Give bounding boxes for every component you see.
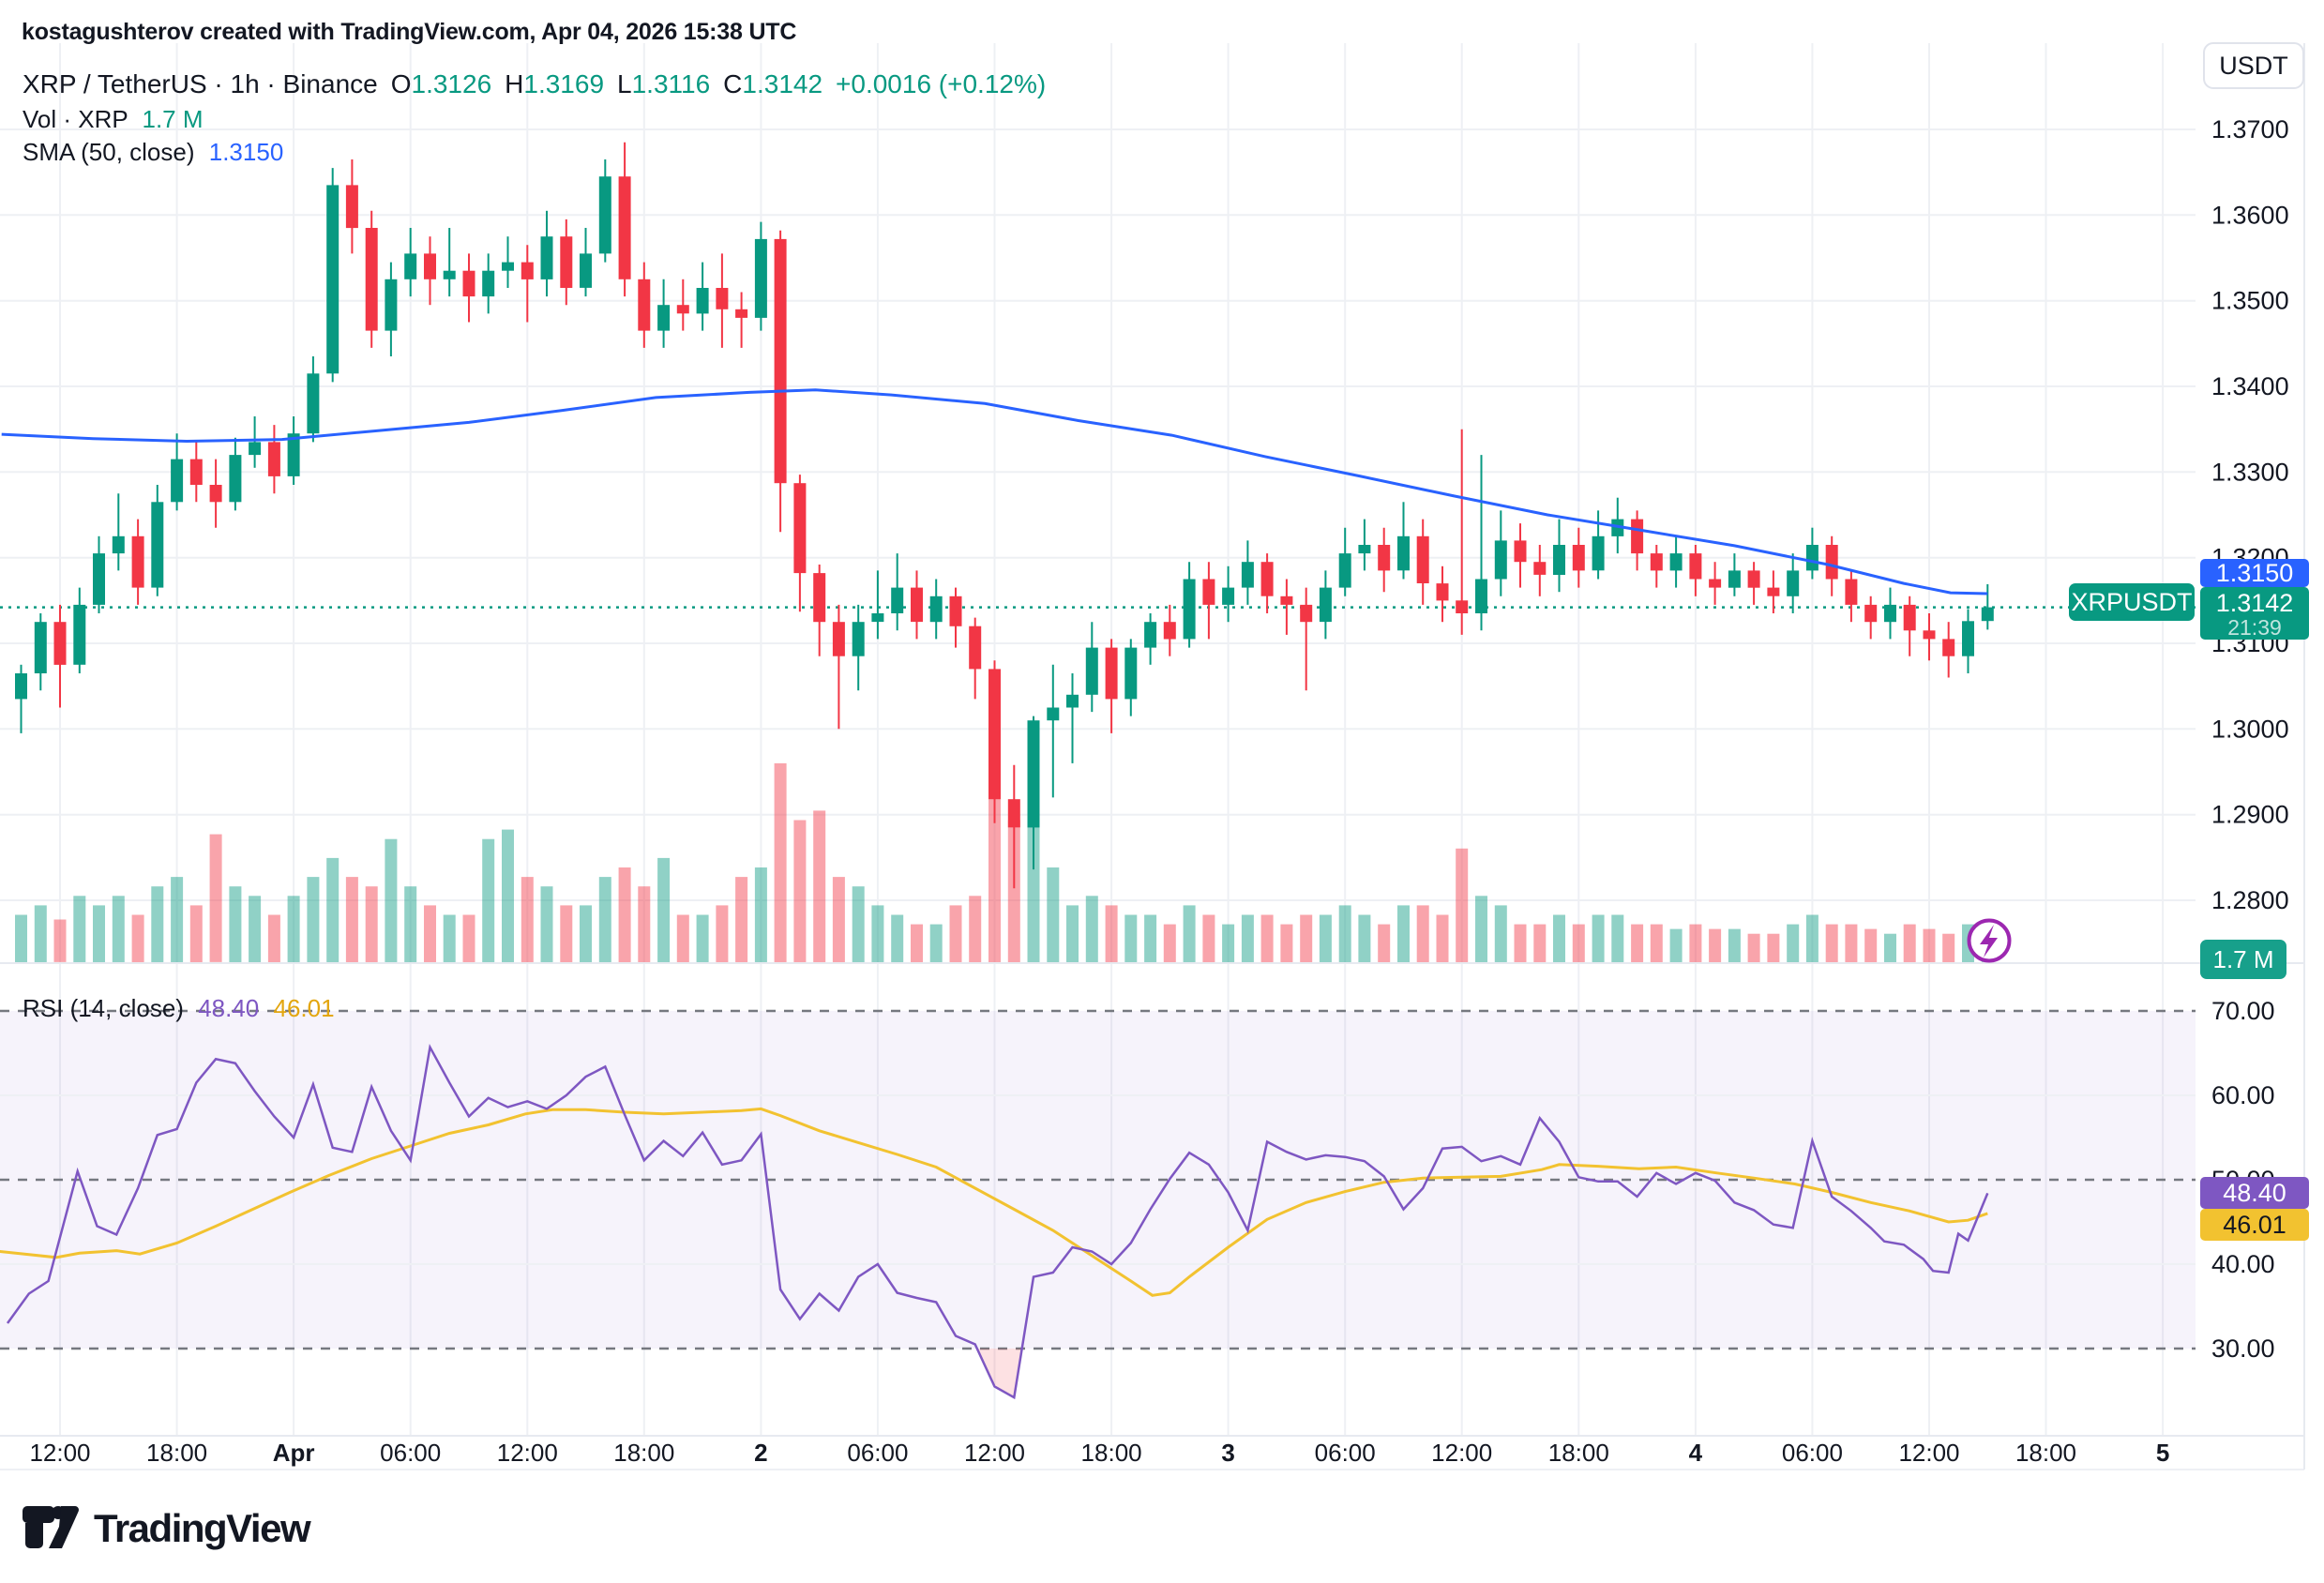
- svg-text:1.3600: 1.3600: [2211, 201, 2289, 229]
- svg-text:1.2800: 1.2800: [2211, 886, 2289, 914]
- svg-text:12:00: 12:00: [1431, 1439, 1492, 1467]
- svg-text:1.3500: 1.3500: [2211, 287, 2289, 315]
- svg-text:18:00: 18:00: [2015, 1439, 2076, 1467]
- close-label: C: [723, 69, 743, 98]
- svg-text:30.00: 30.00: [2211, 1334, 2275, 1363]
- svg-text:18:00: 18:00: [613, 1439, 674, 1467]
- volume-bars: [15, 762, 1994, 962]
- svg-text:1.3400: 1.3400: [2211, 372, 2289, 400]
- symbol-title: XRP / TetherUS · 1h · Binance: [23, 69, 378, 98]
- svg-text:06:00: 06:00: [380, 1439, 441, 1467]
- rsi-ma-badge: 46.01: [2200, 1209, 2309, 1241]
- attribution-text: kostagushterov created with TradingView.…: [22, 19, 797, 45]
- svg-text:06:00: 06:00: [847, 1439, 908, 1467]
- svg-text:XRPUSDT: XRPUSDT: [2071, 588, 2192, 616]
- svg-text:USDT: USDT: [2219, 52, 2288, 80]
- open-label: O: [390, 69, 412, 98]
- svg-text:18:00: 18:00: [1548, 1439, 1609, 1467]
- rsi-ma-value: 46.01: [273, 994, 335, 1022]
- close-value: 1.3142: [742, 69, 823, 98]
- svg-text:1.3300: 1.3300: [2211, 458, 2289, 486]
- sma-legend: SMA (50, close) 1.3150: [23, 138, 283, 167]
- svg-text:1.2900: 1.2900: [2211, 801, 2289, 829]
- volume-badge: 1.7 M: [2200, 940, 2286, 979]
- low-label: L: [617, 69, 632, 98]
- svg-text:18:00: 18:00: [1081, 1439, 1142, 1467]
- svg-text:48.40: 48.40: [2223, 1179, 2286, 1207]
- rsi-band: [0, 1009, 2196, 1350]
- candles-layer: [15, 142, 1994, 889]
- rsi-oversold-fill: [976, 1349, 1022, 1398]
- svg-text:60.00: 60.00: [2211, 1081, 2275, 1109]
- svg-text:12:00: 12:00: [497, 1439, 558, 1467]
- svg-text:5: 5: [2156, 1439, 2169, 1467]
- svg-text:06:00: 06:00: [1782, 1439, 1843, 1467]
- svg-text:12:00: 12:00: [1898, 1439, 1959, 1467]
- volume-value: 1.7 M: [142, 105, 204, 133]
- rsi-badge: 48.40: [2200, 1177, 2309, 1209]
- lightning-boost-button[interactable]: [1967, 918, 2012, 963]
- svg-text:2: 2: [754, 1439, 767, 1467]
- svg-text:46.01: 46.01: [2223, 1211, 2286, 1239]
- rsi-line: [6, 1043, 1989, 1400]
- rsi-value: 48.40: [198, 994, 260, 1022]
- symbol-price-label: XRPUSDT: [2069, 583, 2195, 621]
- svg-text:1.3700: 1.3700: [2211, 115, 2289, 143]
- tradingview-logo-icon: [23, 1506, 79, 1548]
- svg-text:3: 3: [1221, 1439, 1234, 1467]
- symbol-legend: XRP / TetherUS · 1h · Binance O1.3126 H1.3…: [23, 69, 1046, 99]
- svg-text:Apr: Apr: [273, 1439, 315, 1467]
- svg-text:1.3150: 1.3150: [2216, 559, 2294, 587]
- sma-label: SMA (50, close): [23, 138, 195, 166]
- open-value: 1.3126: [411, 69, 492, 98]
- tradingview-logo: TradingView: [21, 1504, 311, 1553]
- svg-text:40.00: 40.00: [2211, 1250, 2275, 1278]
- svg-text:70.00: 70.00: [2211, 997, 2275, 1025]
- svg-text:1.3000: 1.3000: [2211, 715, 2289, 743]
- svg-text:18:00: 18:00: [146, 1439, 207, 1467]
- high-label: H: [505, 69, 524, 98]
- price-axis[interactable]: 1.37001.36001.35001.34001.33001.32001.31…: [2211, 115, 2289, 914]
- rsi-ma-line: [0, 1107, 1988, 1297]
- pane-borders: [0, 43, 2305, 1470]
- volume-label: Vol · XRP: [23, 105, 128, 133]
- volume-legend: Vol · XRP 1.7 M: [23, 105, 204, 134]
- change-value: +0.0016 (+0.12%): [836, 69, 1047, 98]
- svg-text:1.7 M: 1.7 M: [2212, 945, 2273, 973]
- time-axis[interactable]: 12:00 18:00 Apr 06:00 12:00 18:00 2 06:00 12:00 1…: [29, 1439, 2169, 1467]
- svg-text:12:00: 12:00: [29, 1439, 90, 1467]
- tradingview-logo-text: TradingView: [94, 1506, 311, 1550]
- high-value: 1.3169: [523, 69, 605, 98]
- svg-text:1.3142: 1.3142: [2216, 589, 2294, 617]
- sma-value: 1.3150: [208, 138, 284, 166]
- low-value: 1.3116: [631, 69, 711, 98]
- sma-price-badge: 1.3150: [2200, 559, 2309, 587]
- svg-text:06:00: 06:00: [1315, 1439, 1376, 1467]
- svg-text:12:00: 12:00: [964, 1439, 1025, 1467]
- svg-text:4: 4: [1689, 1439, 1703, 1467]
- currency-usdt-button[interactable]: USDT: [2203, 42, 2304, 89]
- svg-text:21:39: 21:39: [2227, 615, 2282, 640]
- rsi-legend: RSI (14, close) 48.40 46.01: [23, 994, 335, 1023]
- rsi-label: RSI (14, close): [23, 994, 184, 1022]
- price-gridlines: [0, 128, 2196, 901]
- sma-line: [1, 388, 1988, 596]
